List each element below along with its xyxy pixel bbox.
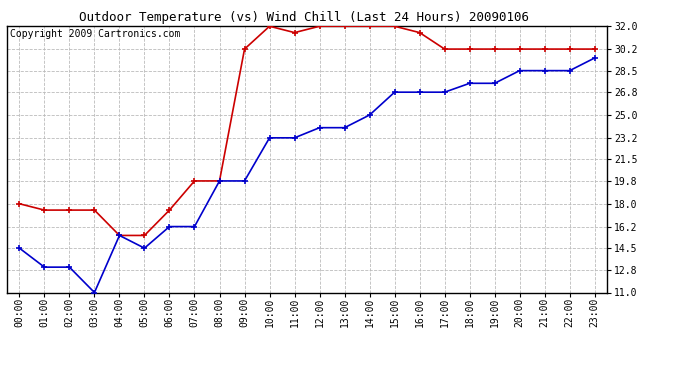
Text: Outdoor Temperature (vs) Wind Chill (Last 24 Hours) 20090106: Outdoor Temperature (vs) Wind Chill (Las… [79, 11, 529, 24]
Text: Copyright 2009 Cartronics.com: Copyright 2009 Cartronics.com [10, 29, 180, 39]
